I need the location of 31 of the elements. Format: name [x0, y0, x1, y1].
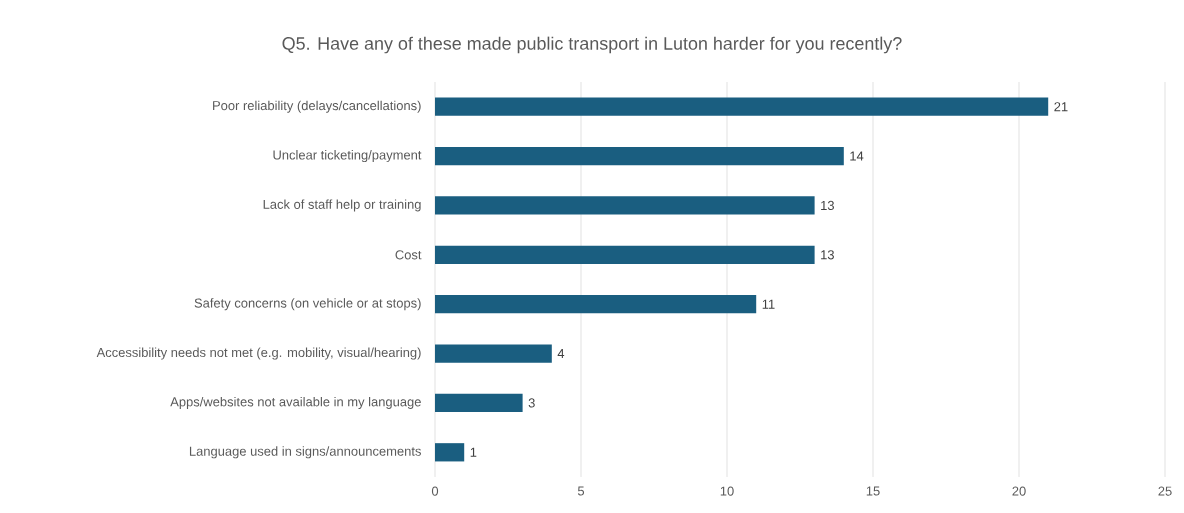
bar	[435, 146, 844, 166]
bar	[435, 393, 523, 413]
x-tick-label: 0	[431, 486, 439, 496]
data-label: 14	[850, 151, 864, 161]
x-tick-label: 10	[720, 486, 734, 496]
bar	[435, 97, 1049, 116]
chart-title: Q5. Have any of these made public transport in Luton harder for you recently?	[282, 36, 902, 54]
y-tick-label: Accessibility needs not met (e.g. mobility, visual/hearing)	[96, 347, 421, 360]
data-label: 3	[528, 398, 535, 408]
bar	[435, 196, 815, 215]
x-tick-label: 25	[1158, 486, 1172, 496]
bar	[435, 295, 757, 314]
data-label: 13	[821, 250, 834, 260]
bar	[435, 245, 815, 264]
y-tick-label: Cost	[395, 250, 422, 260]
bar	[435, 443, 465, 462]
y-tick-label: Unclear ticketing/payment	[273, 150, 422, 163]
data-label: 13	[821, 200, 834, 211]
y-tick-label: Apps/websites not available in my language	[170, 396, 421, 409]
data-label: 4	[557, 349, 565, 359]
data-label: 21	[1054, 102, 1068, 112]
x-tick-label: 15	[866, 486, 880, 496]
data-label: 11	[762, 299, 775, 309]
x-tick-label: 5	[577, 486, 585, 496]
y-tick-label: Lack of staff help or training	[263, 199, 421, 212]
y-tick-label: Language used in signs/announcements	[189, 446, 421, 459]
bar	[435, 344, 552, 363]
data-label: 1	[470, 447, 477, 457]
y-tick-label: Safety concerns (on vehicle or at stops)	[194, 298, 421, 311]
x-tick-label: 20	[1012, 486, 1026, 496]
y-tick-label: Poor reliability (delays/cancellations)	[213, 100, 421, 113]
